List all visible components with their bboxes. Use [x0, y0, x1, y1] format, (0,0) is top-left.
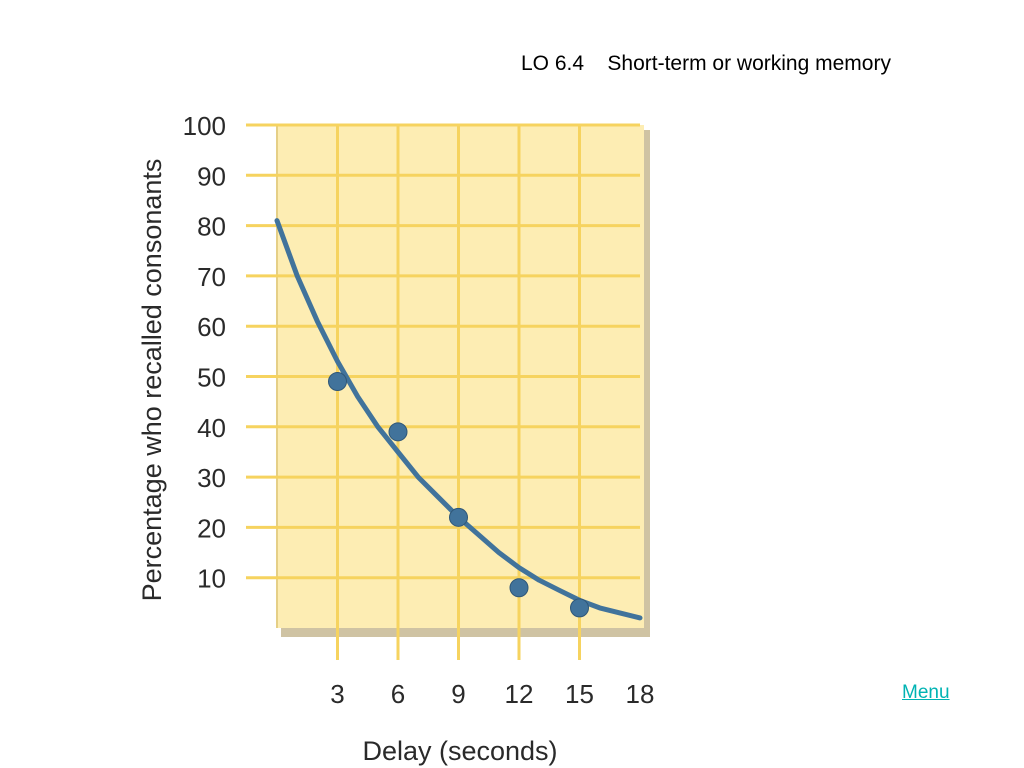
y-tick-label-60: 60 — [197, 312, 226, 342]
x-axis-title: Delay (seconds) — [362, 736, 557, 766]
y-tick-label-90: 90 — [197, 161, 226, 191]
menu-link[interactable]: Menu — [902, 682, 950, 703]
tick-labels: 10 20 30 40 50 60 70 80 90 100 3 6 9 12 15 18 — [183, 111, 655, 709]
data-series — [274, 218, 643, 621]
y-tick-label-80: 80 — [197, 212, 226, 242]
data-point-12 — [509, 578, 529, 598]
y-tick-label-30: 30 — [197, 463, 226, 493]
x-tick-label-6: 6 — [391, 679, 405, 709]
x-tick-label-3: 3 — [330, 679, 344, 709]
y-tick-label-20: 20 — [197, 513, 226, 543]
data-point-3 — [328, 372, 347, 392]
data-point-6 — [388, 422, 408, 442]
y-tick-label-50: 50 — [197, 363, 226, 393]
y-tick-label-70: 70 — [197, 262, 226, 292]
y-tick-label-100: 100 — [183, 111, 226, 141]
x-tick-label-9: 9 — [451, 679, 465, 709]
data-point-15 — [570, 598, 589, 618]
gridlines — [246, 123, 640, 660]
y-tick-label-10: 10 — [197, 564, 226, 594]
data-point-9 — [449, 507, 468, 527]
y-axis-title: Percentage who recalled consonants — [137, 159, 167, 602]
slide-title: LO 6.4 Short-term or working memory — [521, 52, 891, 75]
x-tick-label-18: 18 — [626, 679, 655, 709]
x-tick-label-15: 15 — [565, 679, 594, 709]
x-tick-label-12: 12 — [505, 679, 534, 709]
y-tick-label-40: 40 — [197, 413, 226, 443]
